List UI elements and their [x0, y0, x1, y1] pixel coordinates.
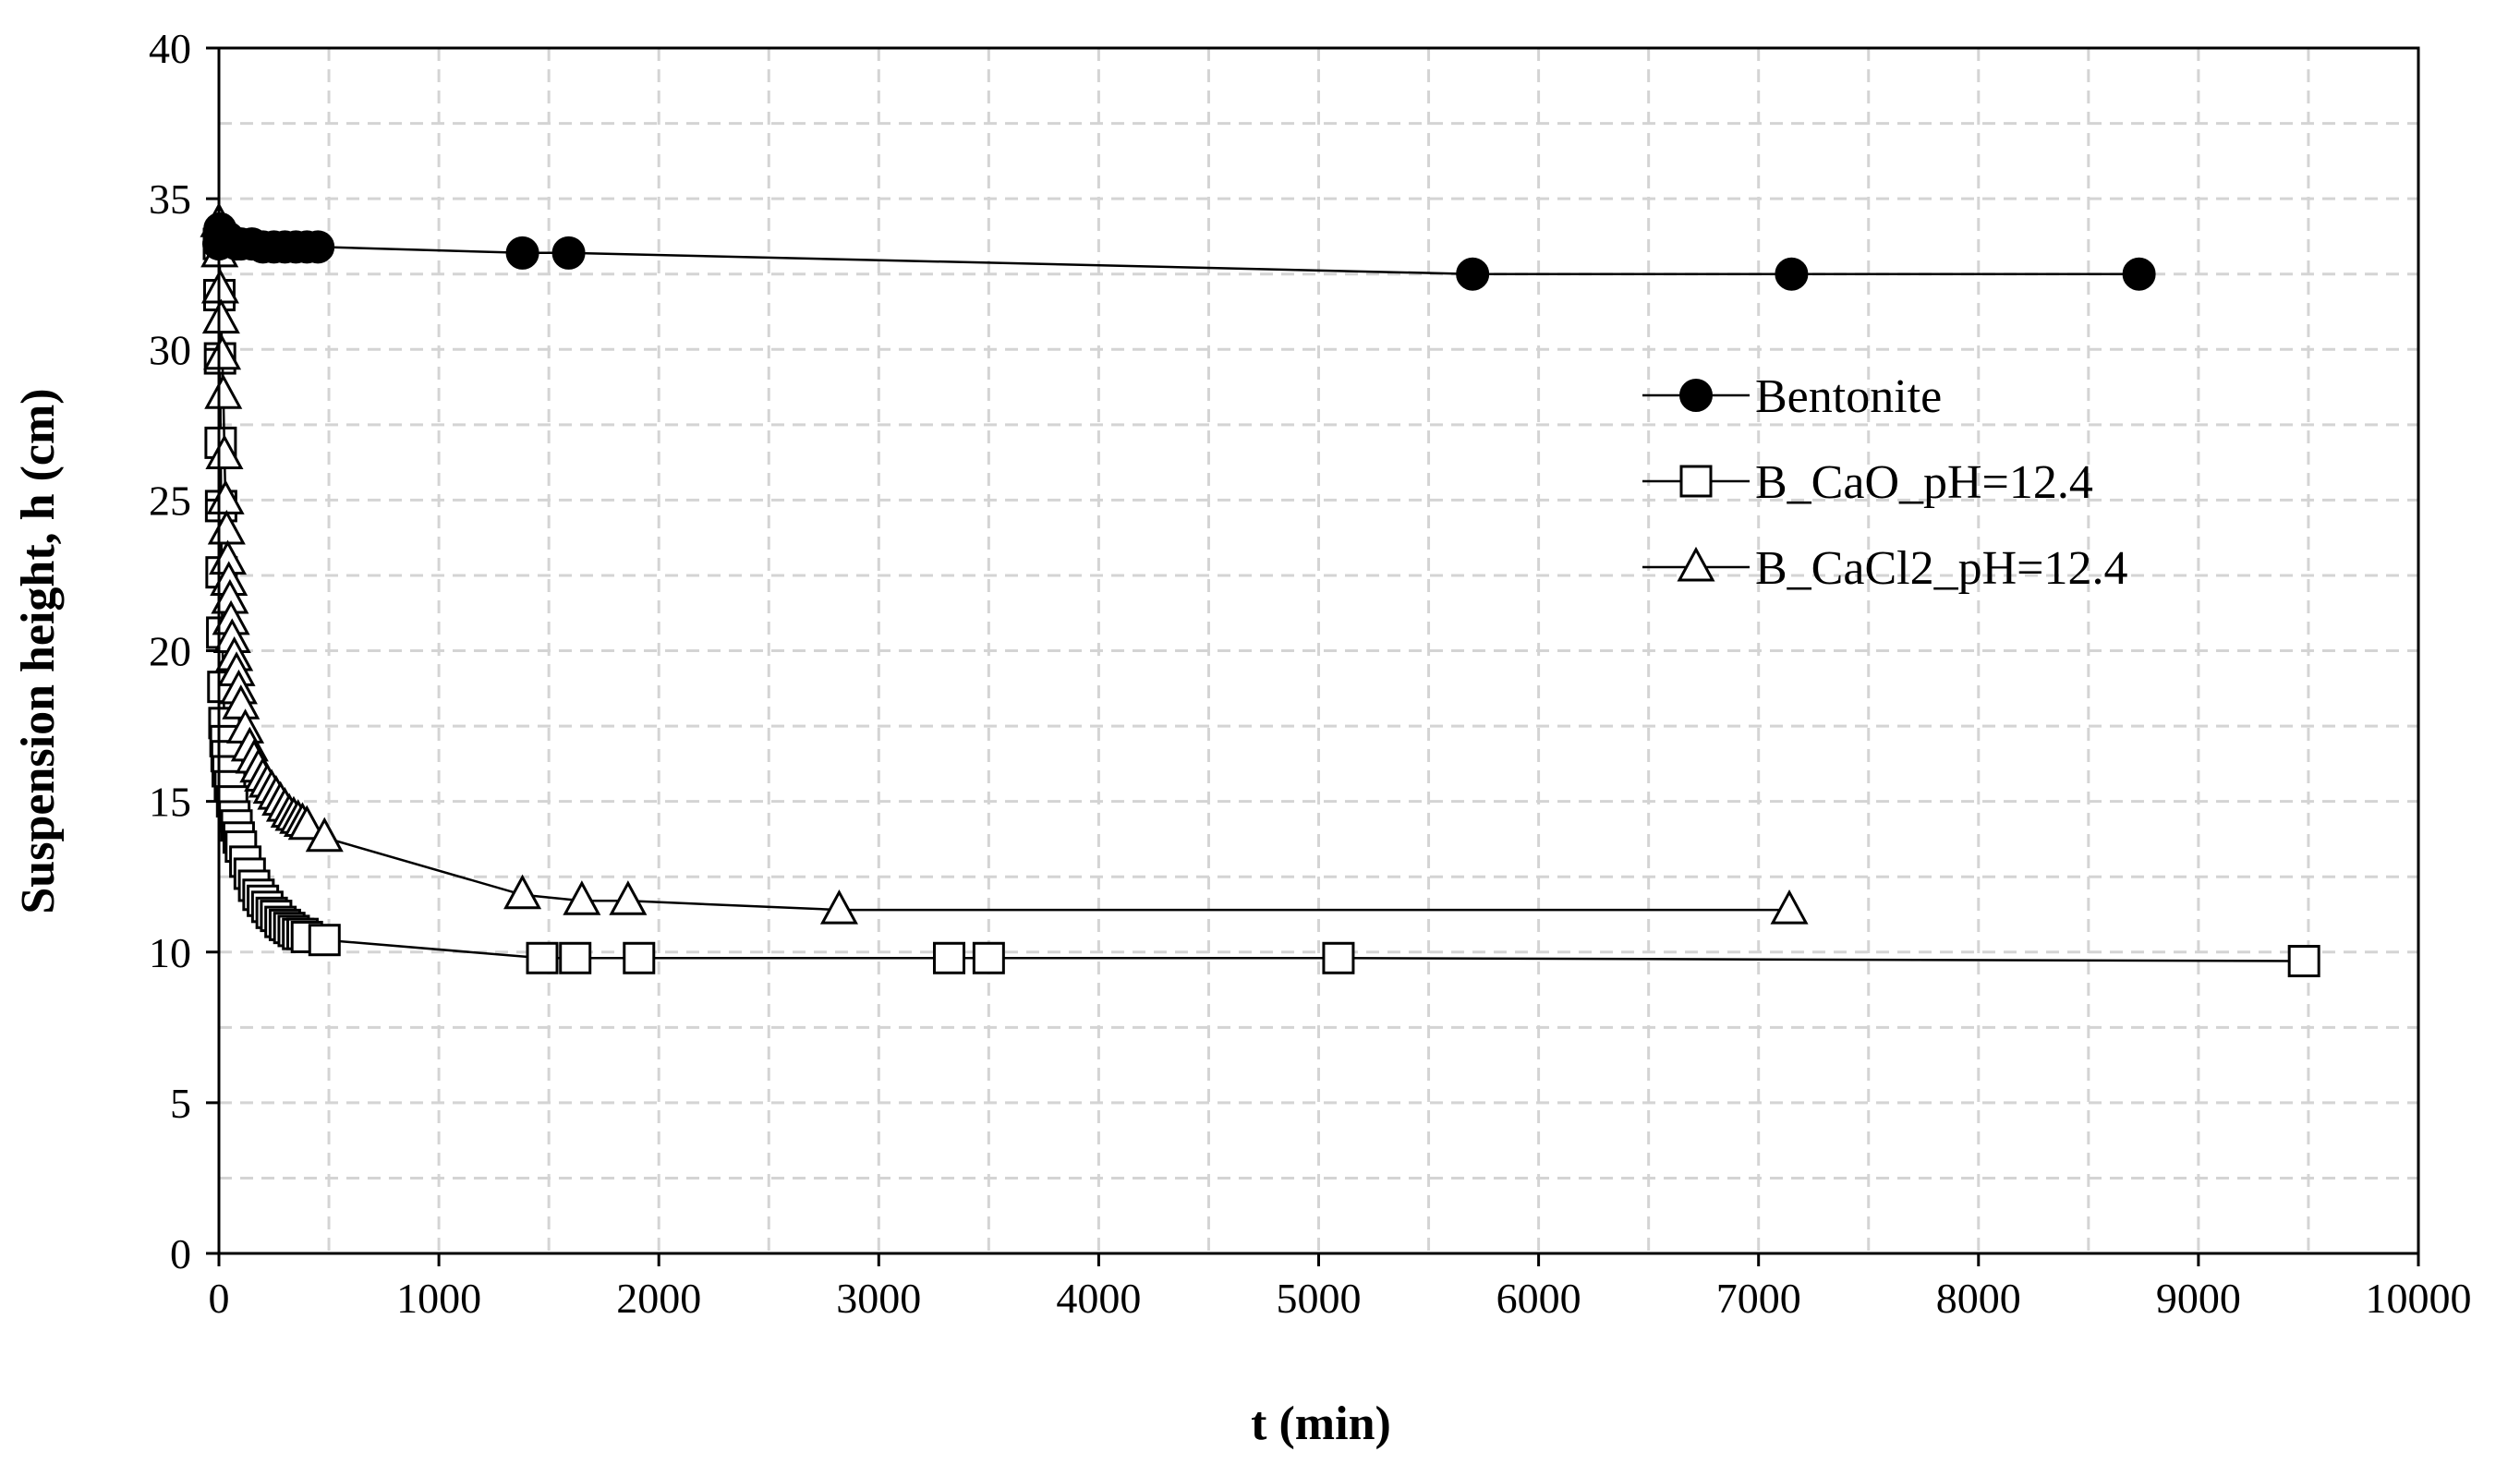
- data-point: [308, 924, 341, 957]
- x-tick-label: 7000: [1716, 1275, 1801, 1322]
- y-tick-label: 30: [149, 326, 191, 373]
- data-point: [563, 880, 601, 915]
- series-open-square: [202, 227, 2320, 978]
- legend-item: Bentonite: [1642, 370, 1942, 423]
- y-tick-label: 40: [149, 25, 191, 72]
- data-point: [1775, 257, 1809, 291]
- data-point: [972, 941, 1005, 974]
- data-point: [559, 941, 592, 974]
- x-tick-label: 6000: [1496, 1275, 1581, 1322]
- y-tick-label: 15: [149, 779, 191, 826]
- legend: Bentonite B_CaO_pH=12.4 B_CaCl2_pH=12.4: [1642, 370, 2127, 595]
- y-tick-label: 35: [149, 175, 191, 223]
- x-axis-title: t (min): [1251, 1397, 1391, 1450]
- data-point: [503, 874, 542, 910]
- x-tick-label: 10000: [2366, 1275, 2472, 1322]
- data-point: [1770, 889, 1809, 925]
- legend-label: Bentonite: [1755, 370, 1942, 423]
- x-tick-label: 1000: [396, 1275, 481, 1322]
- legend-item: B_CaO_pH=12.4: [1642, 456, 2093, 509]
- y-tick-label: 20: [149, 628, 191, 675]
- data-point: [287, 805, 326, 841]
- data-point: [819, 889, 858, 925]
- ticks: 0 1000 2000 3000 4000 5000 6000 7000 8000 9000 100…: [149, 25, 2472, 1322]
- legend-marker: [1679, 379, 1713, 412]
- grid: [219, 48, 2418, 1253]
- data-point: [205, 434, 244, 469]
- legend-marker: [1677, 546, 1715, 582]
- data-point: [1322, 941, 1355, 974]
- data-point: [201, 298, 240, 334]
- data-point: [305, 817, 344, 853]
- x-tick-label: 2000: [616, 1275, 701, 1322]
- y-tick-label: 10: [149, 929, 191, 976]
- legend-label: B_CaO_pH=12.4: [1755, 456, 2093, 509]
- legend-marker: [1679, 465, 1713, 498]
- data-point: [932, 941, 965, 974]
- data-point: [2287, 945, 2320, 978]
- data-point: [301, 230, 335, 264]
- x-tick-label: 0: [209, 1275, 230, 1322]
- data-point: [505, 236, 539, 270]
- data-point: [609, 880, 648, 915]
- legend-label: B_CaCl2_pH=12.4: [1755, 542, 2127, 595]
- x-tick-label: 5000: [1277, 1275, 1362, 1322]
- y-tick-label: 5: [170, 1080, 191, 1127]
- data-point: [1456, 257, 1490, 291]
- series-open-triangle: [200, 202, 1809, 925]
- x-tick-label: 3000: [836, 1275, 921, 1322]
- x-tick-label: 9000: [2156, 1275, 2241, 1322]
- data-point: [551, 236, 586, 270]
- y-tick-label: 0: [170, 1230, 191, 1277]
- y-axis-title: Suspension height, h (cm): [12, 388, 65, 913]
- x-tick-label: 8000: [1936, 1275, 2021, 1322]
- data-point: [526, 941, 559, 974]
- data-point: [204, 374, 243, 409]
- series-layer: [200, 202, 2320, 978]
- legend-item: B_CaCl2_pH=12.4: [1642, 542, 2127, 595]
- data-point: [2122, 257, 2156, 291]
- series-filled-circle: [202, 212, 2156, 291]
- y-tick-label: 25: [149, 477, 191, 524]
- data-point: [623, 941, 656, 974]
- data-point: [203, 334, 242, 370]
- x-tick-label: 4000: [1056, 1275, 1141, 1322]
